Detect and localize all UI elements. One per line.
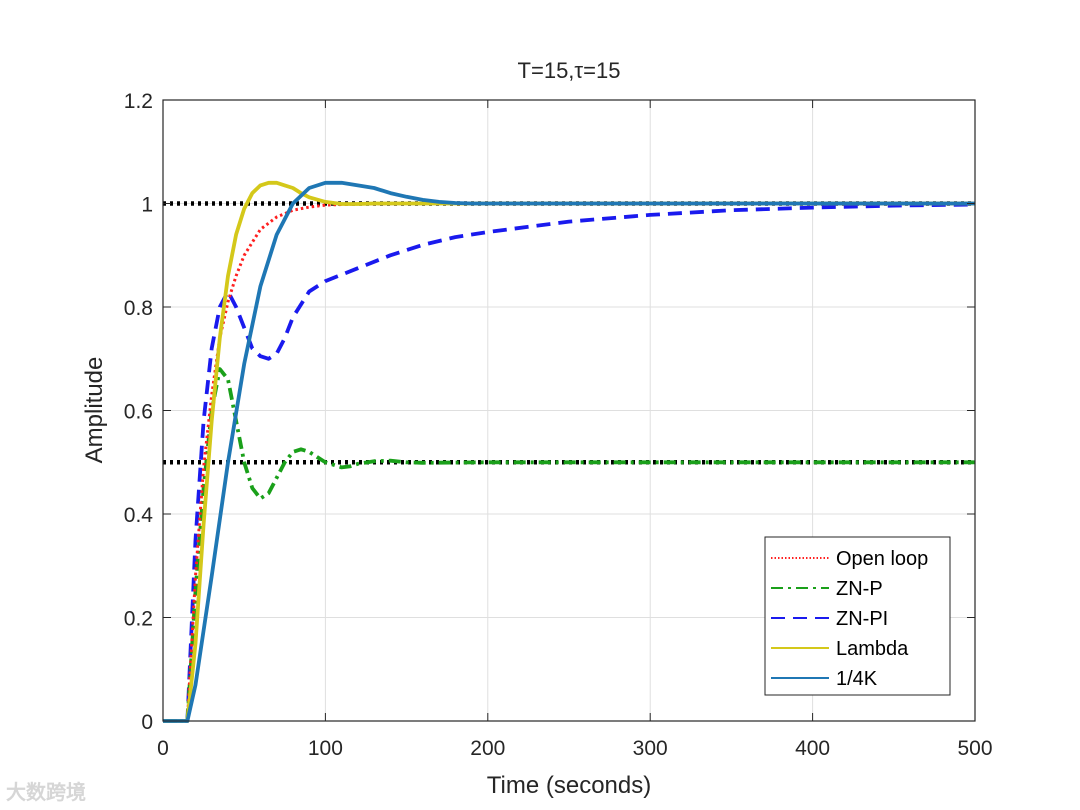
legend-entry-label: 1/4K [836,668,878,690]
y-tick-label: 1 [141,194,153,217]
x-tick-label: 400 [795,737,830,760]
legend-entry-label: ZN-PI [836,608,888,630]
tick-labels: 0 100 200 300 400 500 0 0.2 0.4 0.6 0.8 1 1.2 [124,90,993,760]
y-tick-label: 0 [141,711,153,734]
x-tick-label: 300 [633,737,668,760]
y-axis-label: Amplitude [81,357,108,464]
y-tick-label: 0.8 [124,297,153,320]
chart-title: T=15,τ=15 [518,58,621,83]
x-axis-label: Time (seconds) [487,772,651,799]
y-tick-label: 0.2 [124,608,153,631]
legend-entry-label: Lambda [836,638,909,660]
legend-box [764,536,951,696]
x-tick-label: 0 [157,737,169,760]
series-line-zn-pi [163,202,976,723]
x-tick-label: 500 [957,737,992,760]
legend-entry-label: ZN-P [836,578,883,600]
series-line-1-4k [163,180,975,723]
series-line-lambda [163,180,975,723]
x-tick-label: 100 [308,737,343,760]
legend-entry-label: Open loop [836,548,928,570]
series-line-zn-p [163,367,975,723]
y-tick-label: 0.4 [124,504,154,527]
x-tick-label: 200 [470,737,505,760]
watermark: 大数跨境 [6,782,86,804]
series-lines [163,180,976,723]
legend: Open loop ZN-P ZN-PI Lambda 1/4K [764,536,951,696]
tick-marks [162,99,976,722]
y-tick-label: 0.6 [124,401,153,424]
y-tick-label: 1.2 [124,90,153,113]
